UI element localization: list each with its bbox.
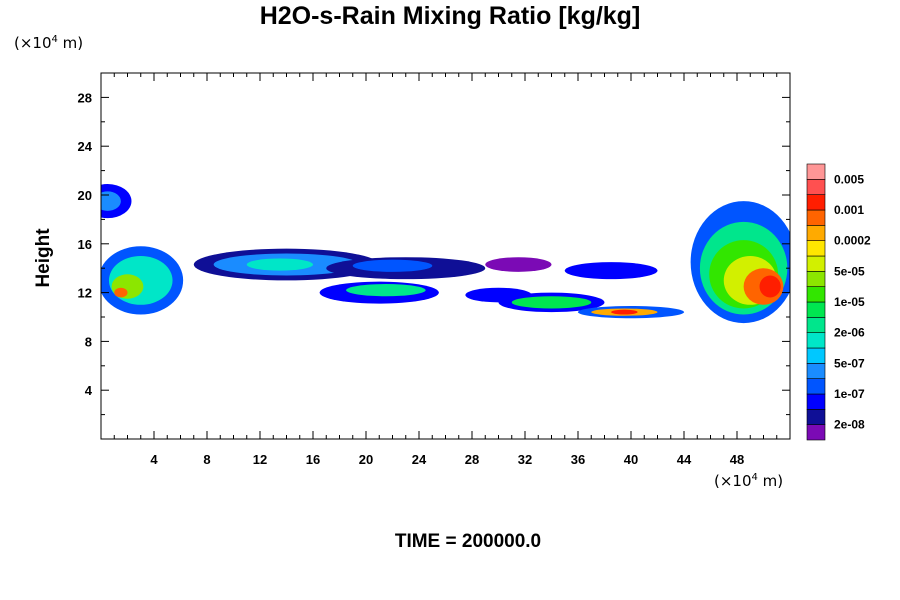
colorbar-swatch [806, 179, 826, 195]
colorbar-swatch [806, 363, 826, 379]
contour-layer [101, 184, 790, 324]
contour-cell-5 [114, 287, 128, 298]
contour-cell-19 [611, 309, 638, 315]
colorbar: 2e-08 1e-07 5e-07 2e-06 1e-05 5e-05 0.0002 0.00… [806, 163, 871, 441]
colorbar-swatch [806, 163, 826, 180]
x-tick-label: 4 [150, 452, 158, 467]
contour-cell-16 [511, 296, 592, 309]
colorbar-label: 1e-05 [834, 295, 865, 309]
y-unit-exponent: 4 [51, 34, 58, 45]
colorbar-label: 2e-08 [834, 418, 865, 432]
contour-cell-20 [564, 262, 658, 280]
y-unit-suffix: m) [57, 34, 84, 52]
colorbar-swatch [806, 301, 826, 318]
colorbar-swatch [806, 347, 826, 364]
colorbar-swatch [806, 317, 826, 333]
y-tick-label: 8 [85, 334, 92, 349]
colorbar-swatch [806, 255, 826, 272]
colorbar-swatch [806, 424, 826, 441]
colorbar-label: 5e-07 [834, 356, 865, 370]
colorbar-swatch [806, 332, 826, 349]
x-tick-label: 28 [465, 452, 479, 467]
colorbar-label: 2e-06 [834, 326, 865, 340]
x-tick-label: 8 [203, 452, 210, 467]
x-tick-label: 36 [571, 452, 585, 467]
x-tick-label: 32 [518, 452, 532, 467]
x-axis-unit: (×104 m) [714, 472, 783, 490]
y-tick-label: 28 [78, 90, 92, 105]
colorbar-swatch [806, 409, 826, 425]
contour-cell-26 [759, 275, 781, 298]
y-axis-unit: (×104 m) [14, 34, 83, 52]
chart-title: H2O-s-Rain Mixing Ratio [kg/kg] [259, 2, 641, 30]
contour-cell-13 [346, 284, 426, 297]
contour-cell-8 [246, 258, 313, 271]
colorbar-swatch [806, 225, 826, 241]
x-tick-label: 16 [306, 452, 320, 467]
y-tick-label: 4 [85, 383, 93, 398]
y-tick-label: 24 [78, 139, 93, 154]
colorbar-swatch [806, 393, 826, 410]
contour-cell-11 [485, 257, 552, 272]
y-axis-title: Height [33, 228, 54, 288]
x-tick-label: 44 [677, 452, 692, 467]
y-tick-label: 20 [78, 188, 92, 203]
x-tick-label: 12 [253, 452, 267, 467]
colorbar-swatch [806, 378, 826, 395]
x-unit-suffix: m) [757, 472, 784, 490]
y-tick-label: 12 [78, 286, 92, 301]
x-tick-label: 48 [730, 452, 744, 467]
time-label: TIME = 200000.0 [394, 531, 542, 552]
x-tick-label: 40 [624, 452, 638, 467]
plot-frame [100, 72, 791, 440]
colorbar-label: 0.0002 [834, 234, 871, 248]
x-tick-label: 20 [359, 452, 373, 467]
colorbar-label: 0.001 [834, 203, 864, 217]
x-unit-exponent: 4 [751, 472, 758, 483]
colorbar-label: 5e-05 [834, 264, 865, 278]
x-unit-prefix: (×10 [714, 472, 752, 490]
colorbar-swatch [806, 194, 826, 211]
contour-cell-10 [352, 259, 433, 272]
y-unit-prefix: (×10 [14, 34, 52, 52]
y-tick-label: 16 [78, 237, 92, 252]
contour-cell-1 [101, 191, 121, 211]
colorbar-label: 0.005 [834, 172, 864, 186]
colorbar-swatch [806, 240, 826, 257]
x-tick-label: 24 [412, 452, 427, 467]
colorbar-swatch [806, 271, 826, 287]
colorbar-swatch [806, 286, 826, 303]
colorbar-label: 1e-07 [834, 387, 865, 401]
colorbar-swatch [806, 209, 826, 226]
